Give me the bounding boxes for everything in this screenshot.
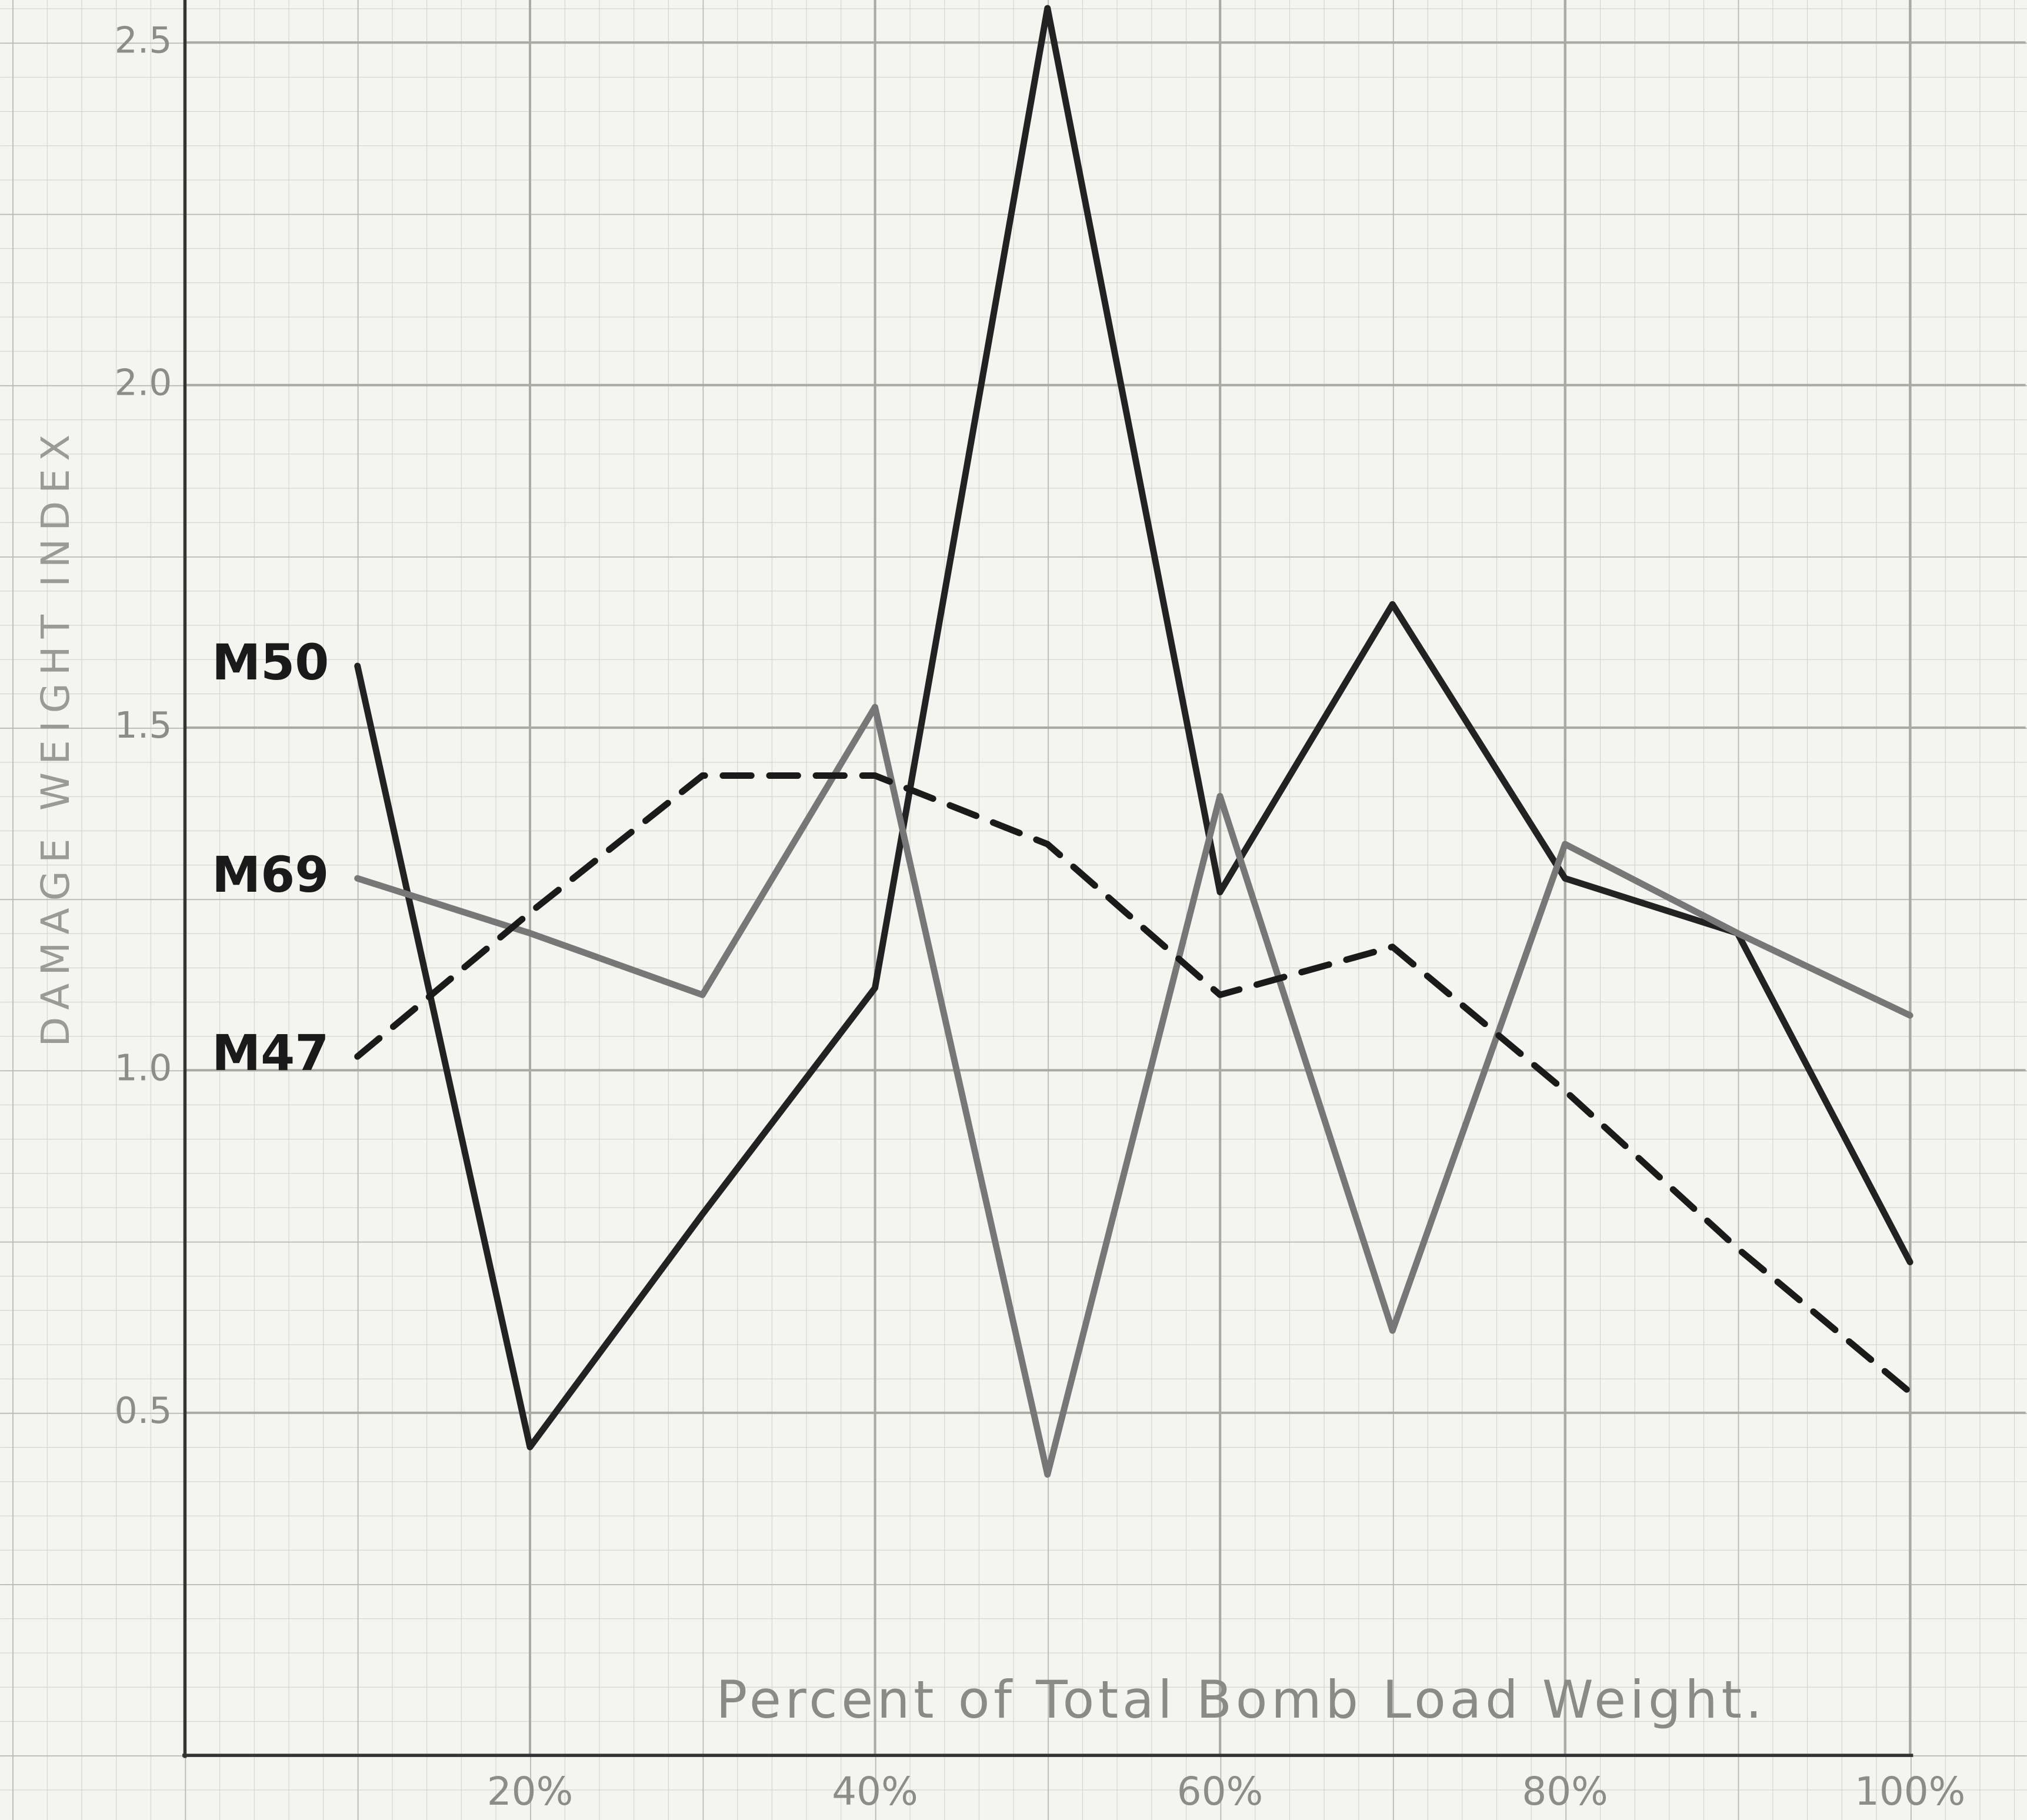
series-label: M47 (212, 1024, 329, 1082)
y-tick-label: 0.5 (115, 1389, 172, 1432)
series-label: M69 (212, 846, 329, 904)
x-tick-label: 80% (1522, 1769, 1608, 1814)
series-label: M50 (212, 634, 329, 691)
y-tick-label: 1.5 (115, 704, 172, 746)
y-axis-title: DAMAGE WEIGHT INDEX (33, 427, 78, 1047)
series-line (354, 704, 1913, 1478)
x-tick-label: 40% (832, 1769, 918, 1814)
x-tick-label: 60% (1177, 1769, 1263, 1814)
y-tick-label: 2.5 (115, 19, 172, 61)
y-tick-label: 1.0 (115, 1046, 172, 1089)
x-tick-label: 20% (487, 1769, 574, 1814)
x-axis-title: Percent of Total Bomb Load Weight. (716, 1669, 1766, 1730)
series-line (354, 772, 1913, 1396)
x-tick-label: 100% (1855, 1769, 1965, 1814)
series-line (354, 5, 1913, 1451)
y-tick-label: 2.0 (115, 362, 172, 404)
plot: 0.5 1.0 1.5 2.0 2.5 20% 40% 60% 80% 100% M50 M69 M47 (115, 0, 2026, 1814)
